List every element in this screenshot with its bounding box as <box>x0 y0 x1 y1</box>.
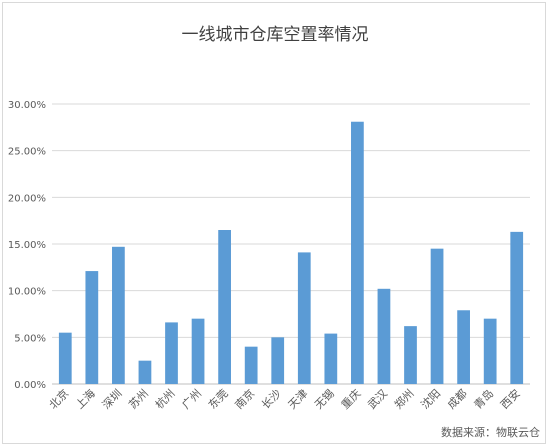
bar-6 <box>191 318 205 384</box>
x-tick-label: 无锡 <box>311 386 336 411</box>
x-tick-label: 苏州 <box>126 387 151 412</box>
y-tick-label: 20.00% <box>8 193 46 204</box>
bar-5 <box>165 322 178 384</box>
y-tick-label: 25.00% <box>8 147 46 158</box>
bar-10 <box>297 252 311 384</box>
bar-14 <box>404 326 417 384</box>
bar-18 <box>510 231 524 384</box>
x-tick-label: 东莞 <box>206 387 231 412</box>
data-source-note: 数据来源：物联云仓 <box>441 426 540 439</box>
y-tick-label: 0.00% <box>14 380 46 391</box>
x-tick-label: 广州 <box>179 387 204 412</box>
x-tick-label: 成都 <box>445 387 470 412</box>
x-tick-label: 长沙 <box>259 387 284 412</box>
x-tick-label: 杭州 <box>152 386 177 411</box>
bar-11 <box>324 333 338 384</box>
x-tick-label: 深圳 <box>100 387 125 412</box>
bar-2 <box>85 271 99 384</box>
x-tick-label: 沈阳 <box>418 386 443 411</box>
x-tick-label: 郑州 <box>391 386 416 411</box>
bar-8 <box>244 346 258 384</box>
x-tick-label: 武汉 <box>365 387 390 412</box>
y-tick-label: 10.00% <box>8 287 46 298</box>
x-tick-label: 上海 <box>72 386 97 411</box>
x-tick-label: 天津 <box>286 387 311 412</box>
x-tick-label: 青岛 <box>471 386 496 411</box>
bar-17 <box>483 318 497 384</box>
x-tick-label: 北京 <box>46 386 71 411</box>
bar-1 <box>58 332 72 384</box>
bar-16 <box>457 310 470 384</box>
bar-7 <box>218 230 231 384</box>
bar-15 <box>430 248 444 384</box>
bar-3 <box>112 246 125 384</box>
bar-9 <box>271 337 285 384</box>
bar-4 <box>138 360 152 384</box>
y-tick-label: 15.00% <box>8 240 46 251</box>
chart-title: 一线城市仓库空置率情况 <box>181 25 369 45</box>
bar-12 <box>351 121 364 384</box>
x-tick-label: 西安 <box>497 386 522 411</box>
x-tick-label: 重庆 <box>338 386 363 411</box>
y-tick-label: 5.00% <box>14 333 46 344</box>
x-tick-label: 南京 <box>232 386 257 411</box>
bar-13 <box>377 288 391 384</box>
y-tick-label: 30.00% <box>8 100 46 111</box>
